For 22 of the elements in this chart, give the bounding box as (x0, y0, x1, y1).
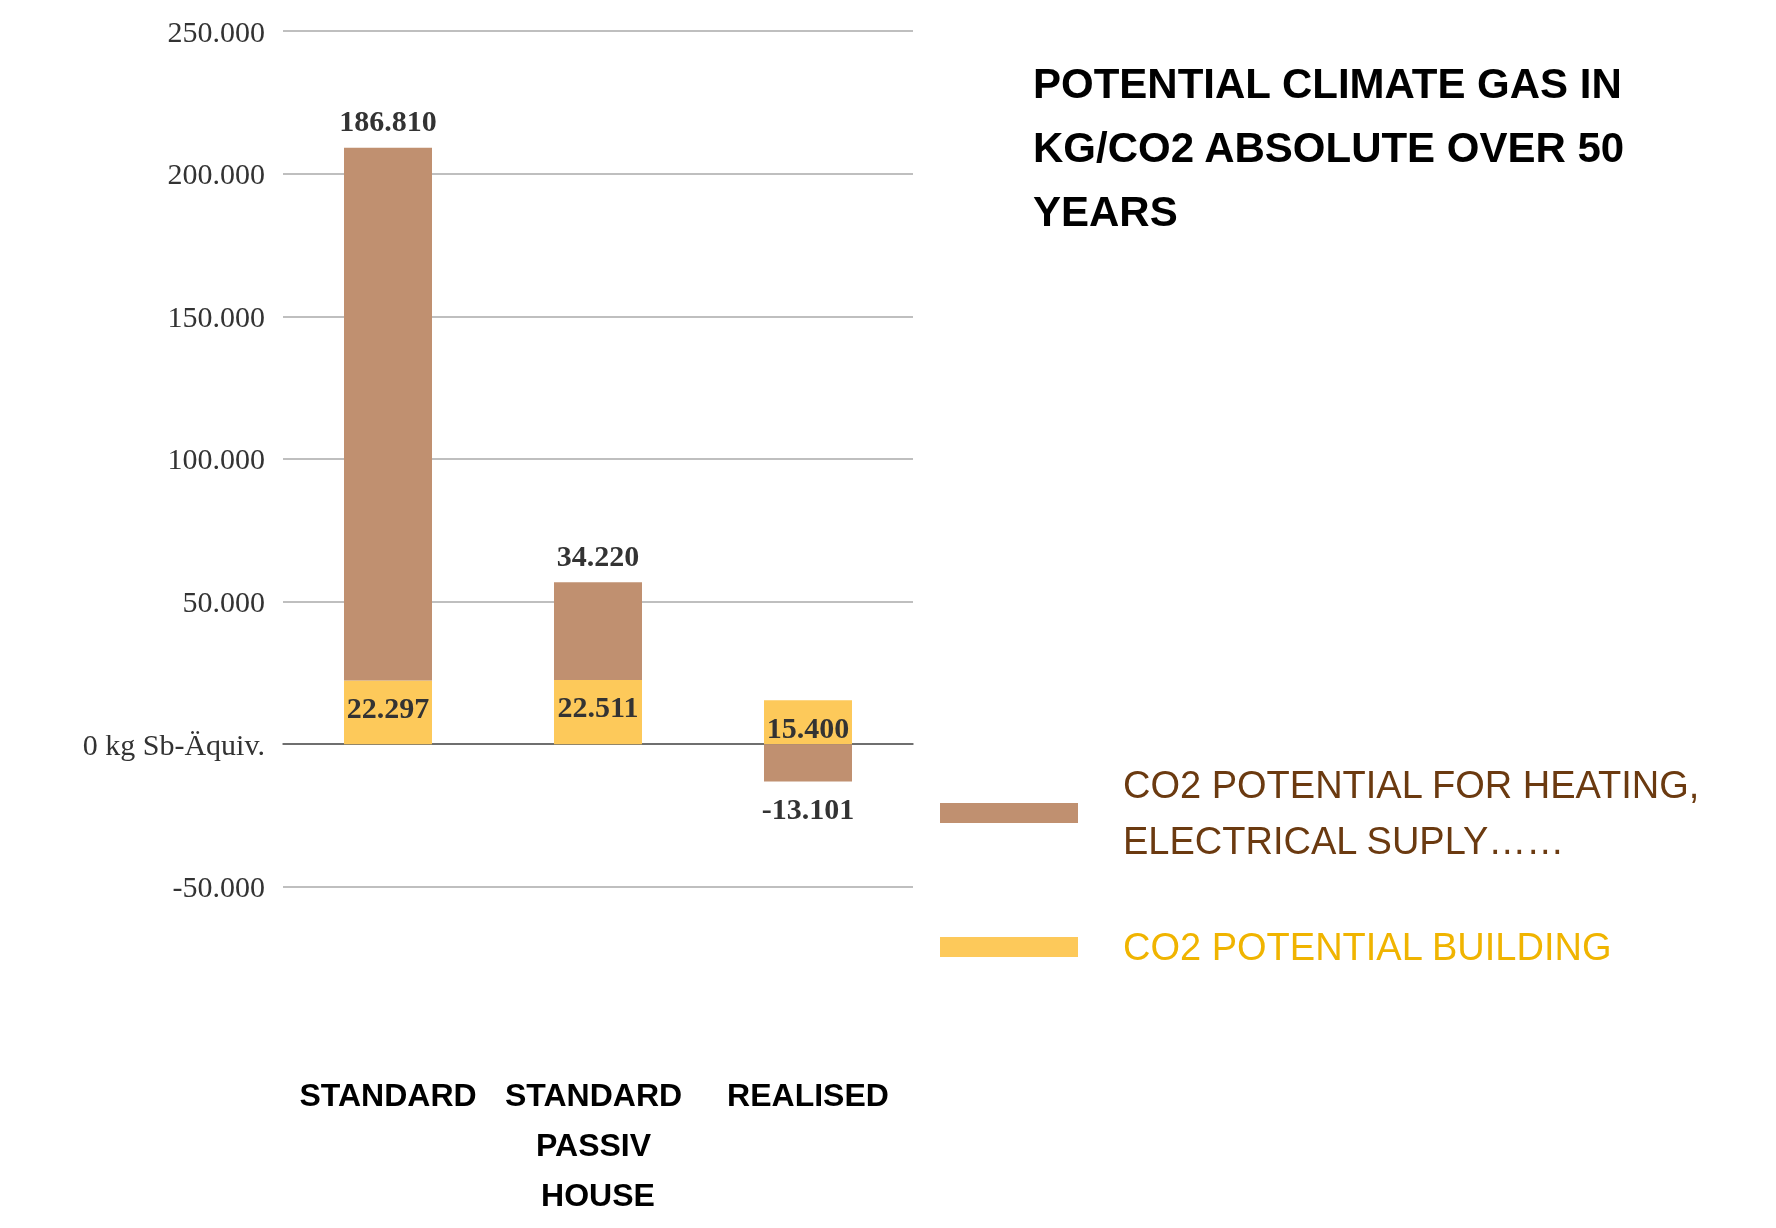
legend-label: CO2 POTENTIAL BUILDING (1123, 926, 1612, 968)
data-label: -13.101 (761, 792, 855, 826)
x-tick-label: STANDARD PASSIV HOUSE (504, 1077, 692, 1213)
y-tick-label: 50.000 (182, 585, 265, 619)
y-tick-label: 0 kg Sb-Äquiv. (82, 727, 265, 761)
data-label: 22.511 (557, 690, 639, 724)
bar (344, 147, 432, 681)
data-label: 22.297 (346, 691, 430, 725)
y-tick-label: 200.000 (167, 157, 265, 191)
bar (764, 744, 852, 782)
y-tick-label: -50.000 (172, 870, 265, 904)
y-tick-label: 250.000 (167, 14, 265, 48)
data-label: 186.810 (339, 104, 437, 138)
x-tick-label: STANDARD (299, 1077, 477, 1113)
text: POTENTIAL CLIMATE GAS IN KG/CO2 ABSOLUTE OVER 50 YEARS (1033, 59, 1636, 235)
data-label: 34.220 (556, 538, 640, 572)
legend-label: CO2 POTENTIAL FOR HEATING, ELECTRICAL SUPLY…… (1123, 764, 1710, 862)
y-tick-label: 100.000 (167, 442, 265, 476)
bar (554, 582, 642, 680)
x-tick-label: REALISED (727, 1077, 889, 1113)
data-label: 15.400 (766, 710, 850, 744)
y-tick-label: 150.000 (167, 299, 265, 333)
